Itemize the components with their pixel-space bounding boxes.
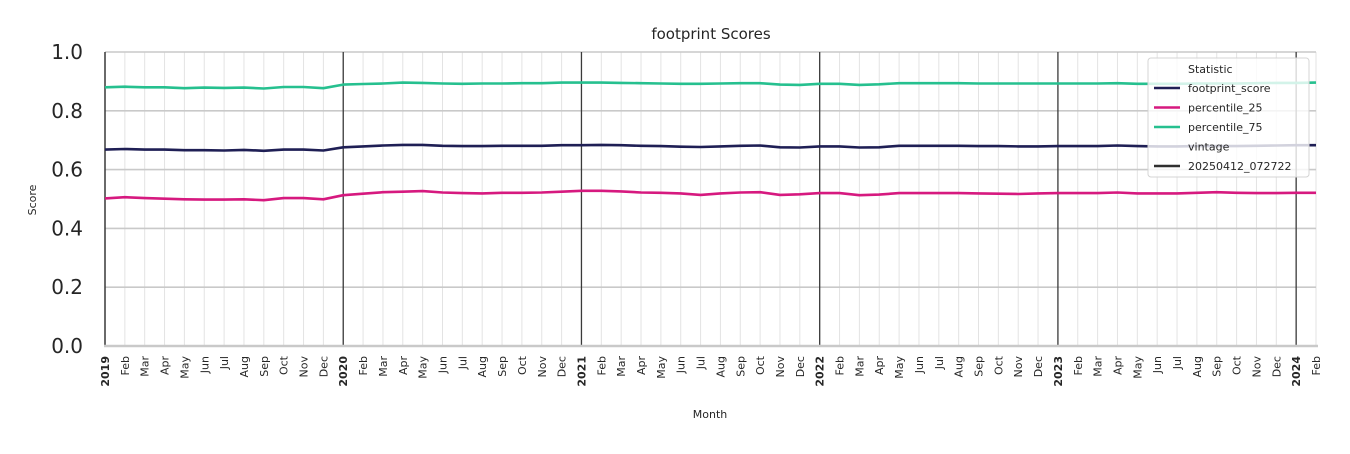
x-tick-month-label: Jun [198,356,211,374]
x-tick-year-label: 2021 [575,356,588,387]
x-tick-month-label: Aug [238,356,251,377]
x-tick-month-label: Oct [754,355,767,375]
x-tick-year-label: 2023 [1052,356,1065,387]
x-tick-month-label: Oct [1231,355,1244,375]
x-tick-month-label: Nov [298,356,311,378]
x-tick-year-label: 2024 [1290,356,1303,387]
x-tick-month-label: Mar [1092,356,1105,377]
legend-title: Statistic [1188,63,1233,76]
major-gridlines [105,51,1316,347]
x-tick-month-label: May [1131,356,1144,379]
y-tick-label: 0.4 [51,216,83,240]
x-axis-label: Month [693,408,728,421]
x-tick-month-label: Mar [139,356,152,377]
x-tick-month-label: Apr [1111,356,1124,376]
x-axis-ticks: 2019 Feb Mar Apr May Jun Jul Aug Sep Oct Nov Dec 202… [99,355,1323,386]
x-tick-month-label: Dec [1032,356,1045,377]
x-tick-month-label: Feb [1310,356,1323,375]
x-tick-month-label: Oct [516,355,529,375]
x-tick-month-label: Sep [258,356,271,377]
legend-box [1147,57,1310,178]
x-tick-month-label: Oct [992,355,1005,375]
legend: Statistic footprint_score percentile_25per… [1147,57,1310,178]
x-tick-month-label: Oct [278,355,291,375]
x-tick-month-label: Apr [873,356,886,376]
x-tick-year-label: 2020 [337,356,350,387]
x-tick-month-label: Aug [1191,356,1204,377]
series-line-percentile-25 [104,189,1316,202]
x-tick-year-label: 2019 [99,356,112,387]
x-tick-month-label: Feb [357,356,370,375]
x-tick-month-label: Sep [973,356,986,377]
x-tick-month-label: Jul [1171,356,1184,370]
x-tick-month-label: Aug [476,356,489,377]
x-tick-month-label: Sep [734,356,747,377]
x-tick-month-label: Feb [1072,356,1085,375]
y-axis-label: Score [26,184,39,215]
x-tick-month-label: Dec [794,356,807,377]
y-tick-label: 0.6 [51,158,83,182]
x-tick-month-label: Jul [695,356,708,370]
x-tick-month-label: Mar [853,356,866,377]
x-tick-month-label: May [178,356,191,379]
legend-entry-label: footprint_score [1188,82,1271,95]
x-tick-month-label: Aug [953,356,966,377]
x-tick-month-label: Jun [1151,356,1164,374]
x-tick-month-label: Dec [556,356,569,377]
x-tick-month-label: Mar [615,356,628,377]
x-tick-month-label: May [893,356,906,379]
x-tick-month-label: Sep [496,356,509,377]
x-tick-month-label: Jun [436,356,449,374]
x-tick-month-label: Jul [218,356,231,370]
y-tick-label: 1.0 [51,40,83,64]
x-tick-month-label: Jun [675,356,688,374]
x-tick-month-label: Feb [834,356,847,375]
y-tick-label: 0.8 [51,99,83,123]
x-tick-month-label: Dec [1270,356,1283,377]
x-tick-month-label: Jul [933,356,946,370]
x-tick-month-label: Feb [595,356,608,375]
legend-entry-label: 20250412_072722 [1188,160,1291,173]
series-line-percentile-75 [104,81,1317,90]
x-tick-year-label: 2022 [814,356,827,387]
x-tick-month-label: May [655,356,668,379]
axes [104,52,1318,348]
series-line-footprint-score [104,143,1316,153]
x-tick-month-label: Nov [774,356,787,378]
y-tick-label: 0.2 [51,275,83,299]
x-tick-month-label: Apr [159,356,172,376]
x-tick-month-label: Apr [635,356,648,376]
x-tick-month-label: Apr [397,356,410,376]
x-tick-month-label: Aug [714,356,727,377]
x-tick-month-label: Sep [1211,356,1224,377]
x-tick-month-label: Mar [377,356,390,377]
series-lines [104,81,1317,202]
x-tick-month-label: Dec [317,356,330,377]
y-tick-label: 0.0 [51,334,83,358]
x-tick-month-label: Feb [119,356,132,375]
x-tick-month-label: May [417,356,430,379]
legend-entry-label: percentile_75 [1188,121,1263,134]
y-axis-ticks: 0.0 0.2 0.4 0.6 0.8 1.0 [51,40,83,358]
legend-entry-label: percentile_25 [1188,102,1263,115]
x-tick-month-label: Jun [913,356,926,374]
chart-title: footprint Scores [651,25,771,43]
legend-subtitle: vintage [1188,141,1230,154]
x-tick-month-label: Nov [1250,356,1263,378]
x-tick-month-label: Nov [1012,356,1025,378]
x-tick-month-label: Jul [456,356,469,370]
x-tick-month-label: Nov [536,356,549,378]
